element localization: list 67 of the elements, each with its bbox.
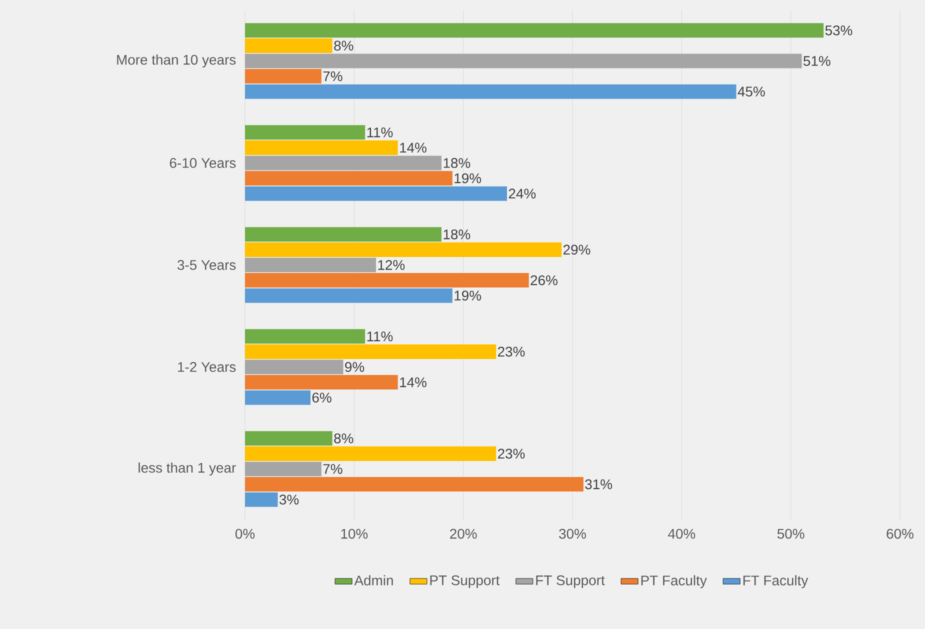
- data-label: 23%: [498, 448, 525, 459]
- data-label: 53%: [825, 25, 852, 36]
- legend-label: FT Support: [536, 575, 605, 588]
- bar: [245, 258, 376, 272]
- data-label: 9%: [345, 362, 364, 372]
- data-label: 31%: [585, 479, 612, 490]
- data-label: 6%: [312, 392, 332, 403]
- bar: [245, 156, 442, 170]
- bar: [245, 446, 496, 461]
- data-label: 18%: [444, 229, 470, 240]
- data-label: 45%: [738, 86, 765, 97]
- bar: [245, 84, 736, 99]
- data-label: 19%: [454, 290, 482, 301]
- data-label: 24%: [508, 188, 536, 198]
- legend-label: PT Faculty: [641, 575, 707, 588]
- bar: [245, 431, 332, 446]
- y-tick-label: More than 10 years: [117, 54, 236, 68]
- data-label: 14%: [400, 377, 426, 388]
- legend-label: PT Support: [430, 575, 500, 588]
- data-label: 3%: [279, 494, 299, 505]
- bar: [245, 23, 824, 38]
- data-label: 8%: [334, 433, 354, 444]
- data-label: 18%: [444, 158, 470, 168]
- bar: [245, 390, 311, 405]
- bar: [245, 69, 322, 84]
- y-tick-label: 1-2 Years: [178, 362, 236, 372]
- y-tick-label: 3-5 Years: [178, 260, 236, 270]
- data-label: 23%: [498, 346, 525, 357]
- data-label: 29%: [563, 244, 590, 255]
- bar: [245, 125, 366, 140]
- bar: [245, 227, 442, 242]
- x-tick-label: 20%: [450, 528, 477, 539]
- bar: [245, 54, 802, 68]
- data-label: 11%: [367, 332, 393, 342]
- x-tick-label: 50%: [777, 528, 804, 539]
- bar: [245, 242, 562, 257]
- bar: [245, 477, 584, 492]
- bar: [245, 360, 344, 374]
- y-tick-label: less than 1 year: [138, 462, 236, 476]
- data-label: 12%: [378, 260, 405, 270]
- data-label: 19%: [454, 173, 482, 184]
- y-tick-label: 6-10 Years: [170, 158, 236, 168]
- x-tick-label: 40%: [668, 528, 696, 539]
- bar: [245, 140, 398, 155]
- data-label: 11%: [367, 128, 393, 138]
- data-label: 26%: [530, 275, 558, 286]
- bar: [245, 492, 278, 507]
- legend-label: FT Faculty: [743, 575, 808, 588]
- bar: [245, 375, 398, 390]
- data-label: 7%: [323, 464, 342, 474]
- legend-label: Admin: [354, 575, 393, 586]
- data-label: 7%: [323, 71, 342, 82]
- bar: [245, 329, 366, 344]
- x-tick-label: 0%: [235, 528, 255, 539]
- bar: [245, 186, 508, 201]
- bar: [245, 273, 529, 288]
- data-label: 8%: [334, 40, 354, 51]
- bar: [245, 38, 332, 53]
- bar: [245, 462, 322, 476]
- bar: [245, 288, 452, 303]
- x-tick-label: 60%: [886, 528, 914, 539]
- bar: [245, 171, 452, 186]
- bar: [245, 344, 496, 359]
- x-tick-label: 10%: [341, 528, 368, 539]
- data-label: 14%: [400, 142, 426, 153]
- x-tick-label: 30%: [559, 528, 586, 539]
- data-label: 51%: [804, 56, 830, 66]
